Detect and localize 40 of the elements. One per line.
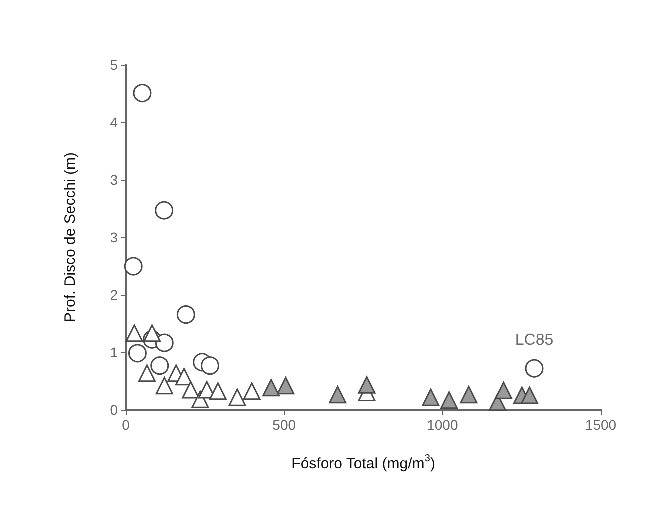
x-tick-label: 1000 — [427, 417, 458, 433]
point — [277, 377, 295, 395]
point — [525, 359, 544, 378]
point — [440, 392, 458, 410]
point — [228, 388, 246, 406]
point — [124, 257, 143, 276]
point — [460, 386, 478, 404]
point — [176, 306, 196, 324]
point — [144, 324, 162, 342]
point — [182, 381, 200, 399]
point — [358, 376, 376, 394]
point — [209, 382, 227, 400]
point — [155, 334, 174, 352]
point — [422, 388, 440, 406]
y-tick-label: 0 — [110, 402, 118, 418]
y-tick-label: 5 — [110, 57, 118, 73]
point — [128, 344, 147, 363]
point — [156, 377, 174, 395]
y-tick-label: 3 — [110, 172, 118, 188]
point — [126, 324, 144, 342]
point — [150, 356, 170, 376]
x-tick-label: 0 — [122, 417, 130, 433]
y-tick-label: 2 — [110, 286, 118, 303]
y-axis-title: Prof. Disco de Secchi (m) — [62, 152, 79, 323]
x-tick-label: 500 — [272, 417, 296, 433]
point — [201, 356, 220, 376]
point — [521, 386, 538, 404]
point — [155, 201, 174, 220]
point — [495, 382, 513, 400]
point — [243, 382, 261, 400]
point — [138, 364, 156, 382]
y-tick-label: 3 — [110, 230, 118, 246]
point — [262, 379, 280, 397]
x-tick-label: 1500 — [585, 417, 617, 433]
point — [329, 386, 347, 404]
point — [176, 368, 194, 386]
annotation: LC85 — [515, 332, 554, 350]
y-tick-label: 1 — [110, 344, 118, 361]
point — [133, 84, 152, 103]
y-tick-label: 4 — [110, 114, 118, 130]
